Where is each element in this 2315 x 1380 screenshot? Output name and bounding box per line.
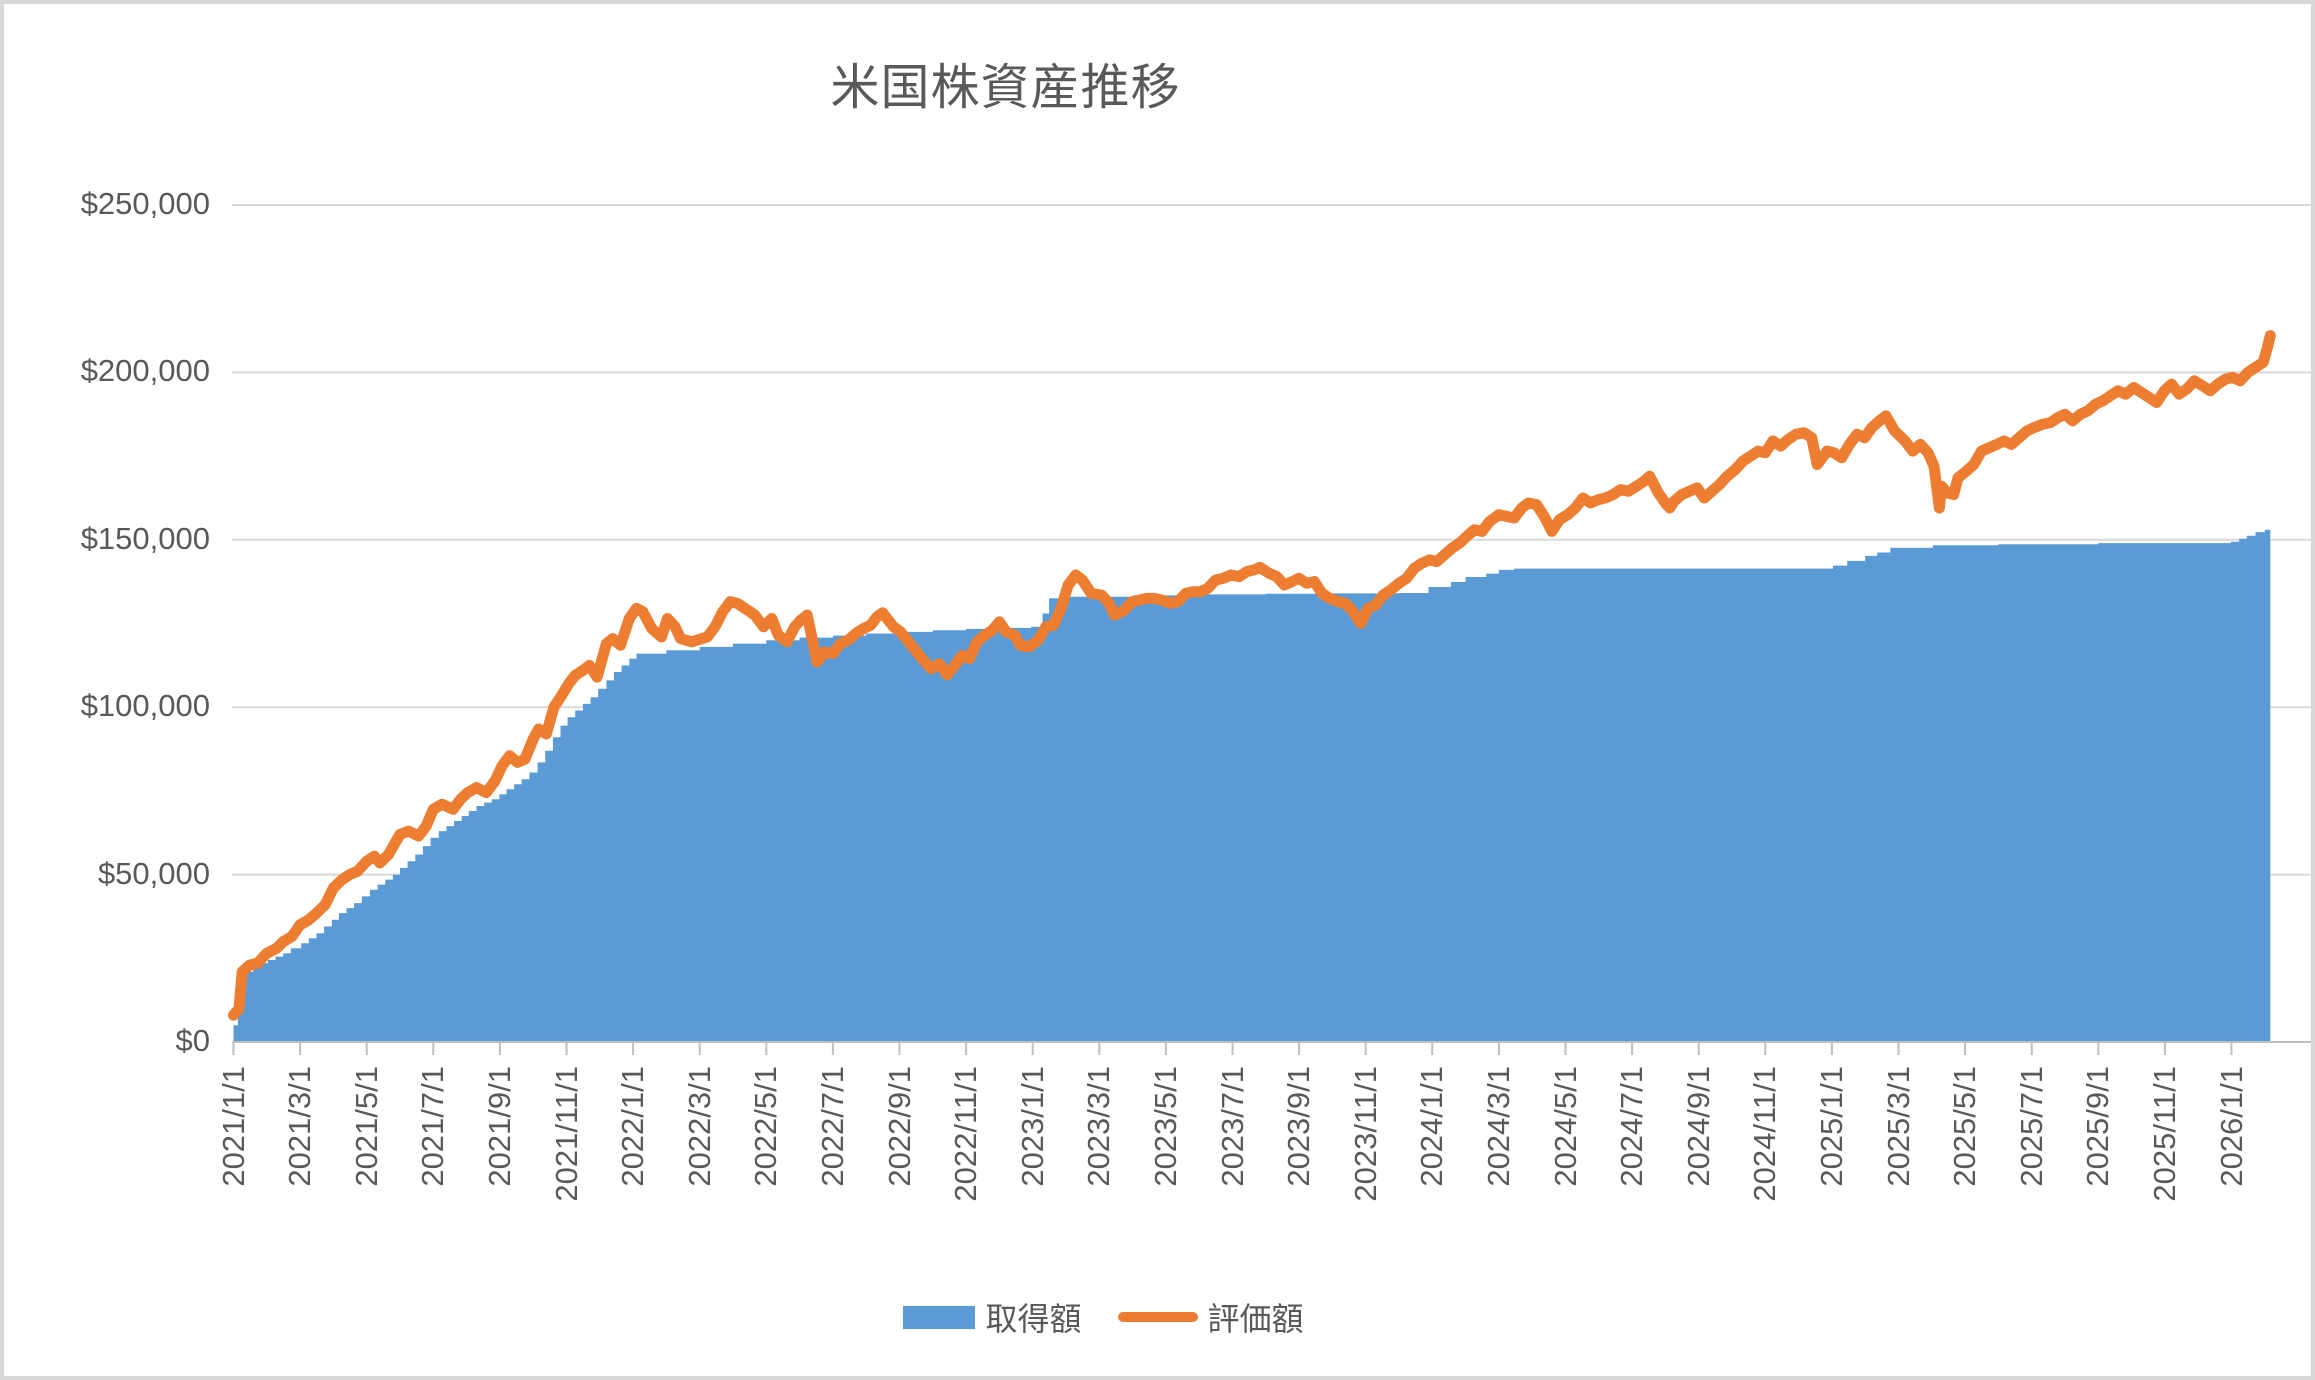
x-axis-label: 2021/9/1 bbox=[481, 1066, 517, 1187]
y-axis-label: $200,000 bbox=[80, 353, 210, 389]
y-axis-label: $250,000 bbox=[80, 186, 210, 221]
legend-item-valuation[interactable]: 評価額 bbox=[1117, 1294, 1304, 1340]
x-axis-label: 2023/11/1 bbox=[1347, 1066, 1383, 1202]
x-axis-label: 2021/7/1 bbox=[415, 1066, 451, 1187]
area-series-acquired-cost[interactable] bbox=[233, 527, 2271, 1042]
x-axis-label: 2021/3/1 bbox=[282, 1066, 318, 1187]
x-axis-label: 2022/7/1 bbox=[814, 1066, 850, 1187]
x-axis-label: 2023/5/1 bbox=[1147, 1066, 1183, 1187]
x-axis-label: 2024/11/1 bbox=[1747, 1066, 1783, 1202]
plot-area[interactable] bbox=[4, 4, 2315, 1380]
x-axis-label: 2022/11/1 bbox=[948, 1066, 984, 1202]
x-axis-label: 2023/9/1 bbox=[1281, 1066, 1317, 1187]
x-axis-label: 2022/9/1 bbox=[881, 1066, 917, 1187]
area-series-swatch[interactable] bbox=[903, 1305, 976, 1329]
legend-label-acquired[interactable]: 取得額 bbox=[985, 1301, 1082, 1337]
x-axis-label: 2024/5/1 bbox=[1547, 1066, 1583, 1187]
x-axis-label: 2022/3/1 bbox=[681, 1066, 717, 1187]
x-axis-label: 2024/9/1 bbox=[1680, 1066, 1716, 1187]
line-series-market-value[interactable] bbox=[228, 330, 2276, 1021]
x-axis-label: 2025/11/1 bbox=[2146, 1066, 2182, 1202]
legend: 取得額 評価額 bbox=[4, 1294, 2257, 1340]
x-axis-label: 2021/5/1 bbox=[348, 1066, 384, 1187]
legend-label-valuation[interactable]: 評価額 bbox=[1207, 1301, 1304, 1337]
x-axis-label: 2025/5/1 bbox=[1947, 1066, 1983, 1187]
x-axis-label: 2023/7/1 bbox=[1214, 1066, 1250, 1187]
x-axis-label: 2025/9/1 bbox=[2080, 1066, 2116, 1187]
x-axis-label: 2023/1/1 bbox=[1014, 1066, 1050, 1187]
x-axis-label: 2025/7/1 bbox=[2013, 1066, 2049, 1187]
x-axis-label: 2024/3/1 bbox=[1480, 1066, 1516, 1187]
x-axis-label: 2024/1/1 bbox=[1414, 1066, 1450, 1187]
x-axis-label: 2022/5/1 bbox=[748, 1066, 784, 1187]
y-axis-label: $150,000 bbox=[80, 520, 210, 556]
x-axis-label: 2025/3/1 bbox=[1880, 1066, 1916, 1187]
line-series-swatch[interactable] bbox=[1117, 1312, 1198, 1322]
x-axis-label: 2021/1/1 bbox=[215, 1066, 251, 1187]
y-axis-label: $0 bbox=[175, 1023, 210, 1058]
x-axis-label: 2024/7/1 bbox=[1614, 1066, 1650, 1187]
x-axis-label: 2021/11/1 bbox=[548, 1066, 584, 1202]
x-axis-label: 2022/1/1 bbox=[615, 1066, 651, 1187]
y-axis-label: $50,000 bbox=[97, 855, 210, 891]
x-axis-label: 2023/3/1 bbox=[1081, 1066, 1117, 1187]
y-axis-label: $100,000 bbox=[80, 688, 210, 724]
legend-item-acquired[interactable]: 取得額 bbox=[903, 1294, 1082, 1340]
x-axis-label: 2026/1/1 bbox=[2213, 1066, 2249, 1187]
chart-title[interactable]: 米国株資産推移 bbox=[830, 61, 1181, 115]
x-axis-label: 2025/1/1 bbox=[1813, 1066, 1849, 1187]
